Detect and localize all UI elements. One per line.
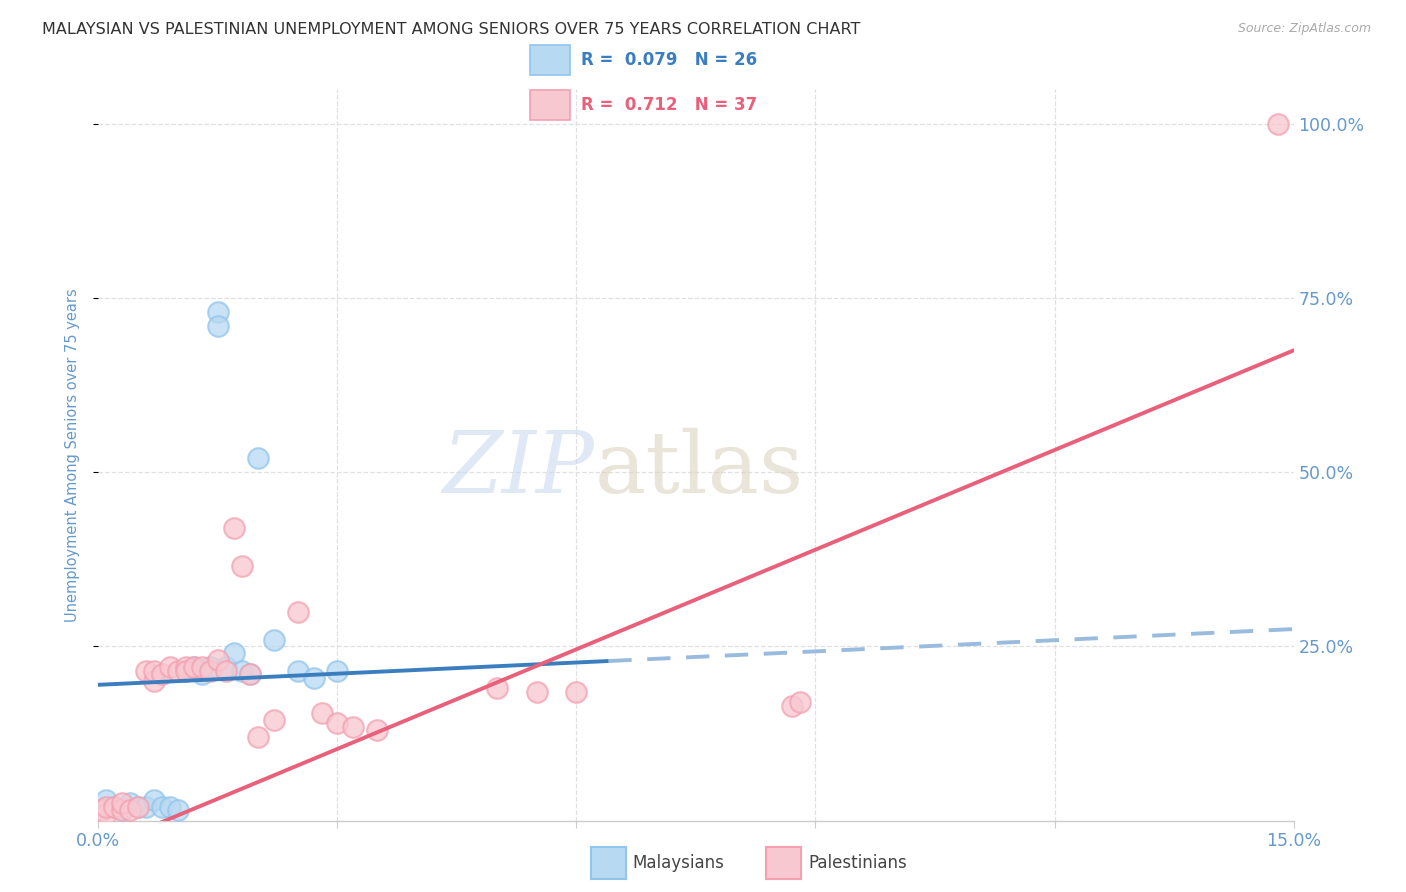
- Point: [167, 803, 190, 817]
- Point: [1267, 117, 1289, 131]
- Point: [215, 660, 238, 674]
- Bar: [530, 90, 569, 120]
- Point: [183, 660, 205, 674]
- Point: [127, 799, 149, 814]
- Point: [191, 667, 214, 681]
- Point: [103, 799, 125, 814]
- Point: [174, 664, 197, 678]
- Point: [159, 660, 181, 674]
- Point: [239, 667, 262, 681]
- Point: [167, 664, 190, 678]
- Point: [150, 667, 173, 681]
- Point: [111, 803, 134, 817]
- Point: [207, 305, 229, 319]
- Point: [366, 723, 388, 737]
- Point: [96, 793, 118, 807]
- Point: [326, 664, 349, 678]
- Point: [135, 664, 157, 678]
- Point: [302, 671, 325, 685]
- Point: [222, 647, 245, 661]
- Point: [135, 799, 157, 814]
- Point: [485, 681, 508, 696]
- Point: [183, 660, 205, 674]
- Point: [222, 521, 245, 535]
- Point: [120, 796, 142, 810]
- Point: [120, 803, 142, 817]
- Text: Malaysians: Malaysians: [633, 854, 724, 871]
- Point: [287, 605, 309, 619]
- Point: [127, 799, 149, 814]
- Point: [174, 664, 197, 678]
- Point: [96, 806, 118, 821]
- Point: [143, 674, 166, 689]
- Point: [239, 667, 262, 681]
- Point: [342, 720, 364, 734]
- Point: [198, 660, 221, 674]
- Point: [103, 799, 125, 814]
- Point: [311, 706, 333, 720]
- Point: [159, 799, 181, 814]
- Point: [143, 664, 166, 678]
- Y-axis label: Unemployment Among Seniors over 75 years: Unemployment Among Seniors over 75 years: [65, 288, 80, 622]
- Point: [526, 685, 548, 699]
- Point: [231, 559, 253, 574]
- Point: [565, 685, 588, 699]
- Point: [231, 664, 253, 678]
- Point: [191, 660, 214, 674]
- Point: [96, 799, 118, 814]
- Point: [780, 698, 803, 713]
- Point: [246, 730, 269, 744]
- Point: [143, 793, 166, 807]
- Point: [150, 799, 173, 814]
- Text: R =  0.712   N = 37: R = 0.712 N = 37: [581, 95, 758, 113]
- Text: Source: ZipAtlas.com: Source: ZipAtlas.com: [1237, 22, 1371, 36]
- Point: [246, 451, 269, 466]
- Point: [207, 319, 229, 334]
- Text: atlas: atlas: [595, 428, 803, 511]
- Text: ZIP: ZIP: [443, 428, 595, 511]
- Point: [215, 664, 238, 678]
- Text: Palestinians: Palestinians: [808, 854, 907, 871]
- Point: [263, 632, 285, 647]
- Point: [96, 799, 118, 814]
- Point: [198, 664, 221, 678]
- Point: [91, 803, 114, 817]
- Point: [174, 660, 197, 674]
- Point: [207, 653, 229, 667]
- Point: [263, 713, 285, 727]
- Bar: [530, 45, 569, 75]
- Point: [287, 664, 309, 678]
- Text: MALAYSIAN VS PALESTINIAN UNEMPLOYMENT AMONG SENIORS OVER 75 YEARS CORRELATION CH: MALAYSIAN VS PALESTINIAN UNEMPLOYMENT AM…: [42, 22, 860, 37]
- Text: R =  0.079   N = 26: R = 0.079 N = 26: [581, 51, 758, 69]
- Point: [789, 695, 811, 709]
- Point: [326, 716, 349, 731]
- Point: [111, 796, 134, 810]
- Point: [111, 803, 134, 817]
